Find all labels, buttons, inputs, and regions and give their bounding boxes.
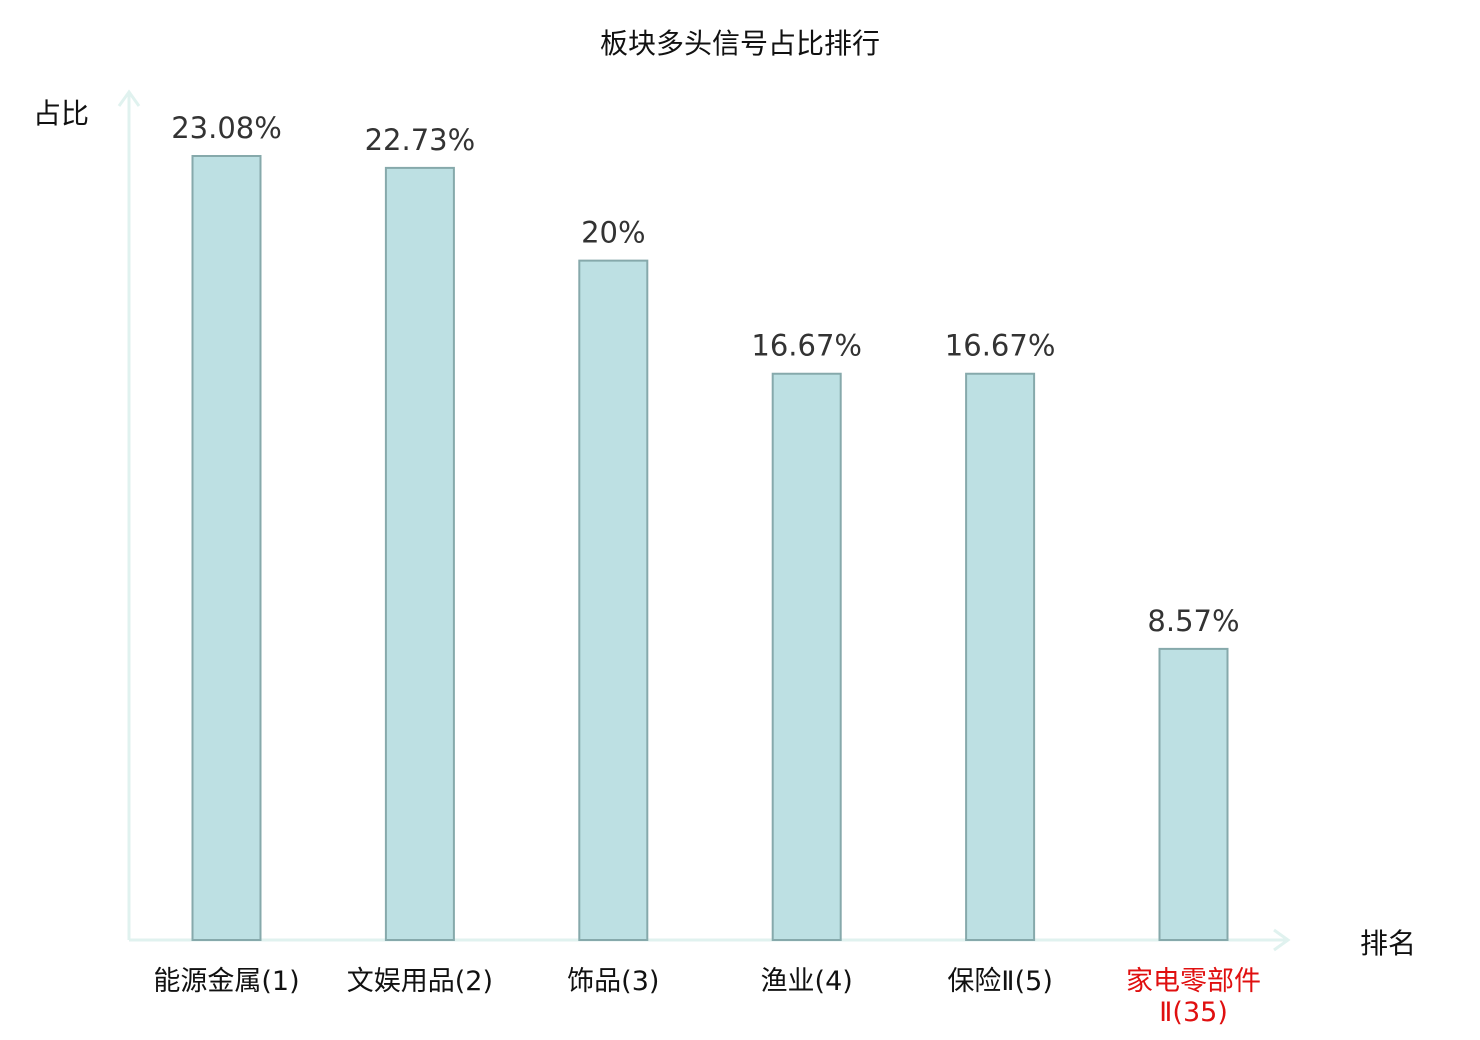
y-axis-label: 占比 xyxy=(33,97,90,130)
category-label: 能源金属(1) xyxy=(153,966,300,997)
bar xyxy=(771,372,842,941)
chart-title: 板块多头信号占比排行 xyxy=(599,27,880,60)
category-label: 文娱用品(2) xyxy=(346,966,494,997)
data-label: 20% xyxy=(581,216,645,250)
data-label: 16.67% xyxy=(751,329,862,363)
data-label: 16.67% xyxy=(945,329,1056,363)
data-label: 23.08% xyxy=(171,111,282,145)
category-label: 家电零部件Ⅱ(35) xyxy=(1126,966,1261,1028)
x-axis-arrow xyxy=(1273,928,1291,952)
category-label: 保险Ⅱ(5) xyxy=(947,966,1053,997)
bar xyxy=(965,372,1036,941)
data-label: 22.73% xyxy=(365,123,476,157)
data-label: 8.57% xyxy=(1147,604,1239,638)
category-label: 渔业(4) xyxy=(760,966,853,997)
bar xyxy=(191,155,262,941)
bar xyxy=(384,166,455,941)
x-axis-label: 排名 xyxy=(1360,927,1417,960)
bar xyxy=(1158,647,1229,941)
bar xyxy=(578,259,649,942)
y-axis-arrow xyxy=(117,89,141,107)
category-label: 饰品(3) xyxy=(567,966,660,997)
